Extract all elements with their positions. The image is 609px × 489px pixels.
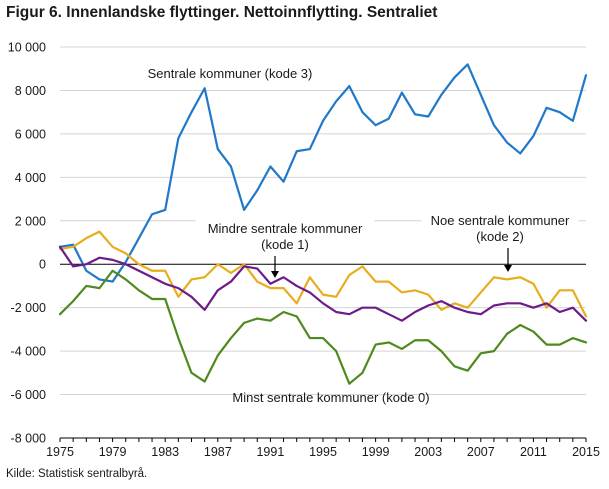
x-tick-label: 2015 xyxy=(572,445,600,459)
y-tick-label: 10 000 xyxy=(8,41,46,55)
x-tick-label: 2003 xyxy=(414,445,442,459)
annotation-background xyxy=(195,220,375,254)
x-tick-label: 1991 xyxy=(256,445,284,459)
x-tick-label: 1983 xyxy=(151,445,179,459)
series-annotation: Sentrale kommuner (kode 3) xyxy=(148,66,313,81)
x-tick-label: 1975 xyxy=(46,445,74,459)
series-line-2 xyxy=(58,245,588,322)
series-line-0 xyxy=(58,63,588,283)
series-annotation: Minst sentrale kommuner (kode 0) xyxy=(232,390,429,405)
x-tick-label: 1995 xyxy=(309,445,337,459)
series-line-1 xyxy=(58,230,588,318)
y-tick-label: -4 000 xyxy=(11,345,46,359)
arrow-head-icon xyxy=(504,265,512,272)
chart-title: Figur 6. Innenlandske flyttinger. Nettoi… xyxy=(6,4,438,21)
x-axis: 1975 1979 1983 1987 1991 1995 1999 2003 2007 2011… xyxy=(46,437,600,459)
arrow-head-icon xyxy=(271,271,279,278)
x-tick-label: 1987 xyxy=(204,445,232,459)
y-tick-label: 2 000 xyxy=(15,214,46,228)
series-line-3 xyxy=(58,269,588,385)
series-annotation: (kode 1) xyxy=(261,237,309,252)
series-lines xyxy=(58,63,588,385)
x-tick-label: 1979 xyxy=(99,445,127,459)
y-tick-label: 0 xyxy=(39,258,46,272)
series-annotation: Noe sentrale kommuner xyxy=(431,213,570,228)
y-axis-ticks: 10 000 8 000 6 000 4 000 2 000 0 -2 000 -4 000 -… xyxy=(8,41,46,446)
y-tick-label: -6 000 xyxy=(11,388,46,402)
y-tick-label: 6 000 xyxy=(15,127,46,141)
y-tick-label: 4 000 xyxy=(15,171,46,185)
series-annotation: (kode 2) xyxy=(476,229,524,244)
annotations: Sentrale kommuner (kode 3) Mindre sentral… xyxy=(148,66,579,405)
annotation-background xyxy=(421,212,579,246)
y-tick-label: 8 000 xyxy=(15,84,46,98)
x-tick-label: 2007 xyxy=(467,445,495,459)
x-tick-label: 1999 xyxy=(362,445,390,459)
y-tick-label: -2 000 xyxy=(11,301,46,315)
source-note: Kilde: Statistisk sentralbyrå. xyxy=(6,468,148,480)
y-tick-label: -8 000 xyxy=(11,432,46,446)
x-tick-label: 2011 xyxy=(520,445,547,459)
series-annotation: Mindre sentrale kommuner xyxy=(208,221,363,236)
